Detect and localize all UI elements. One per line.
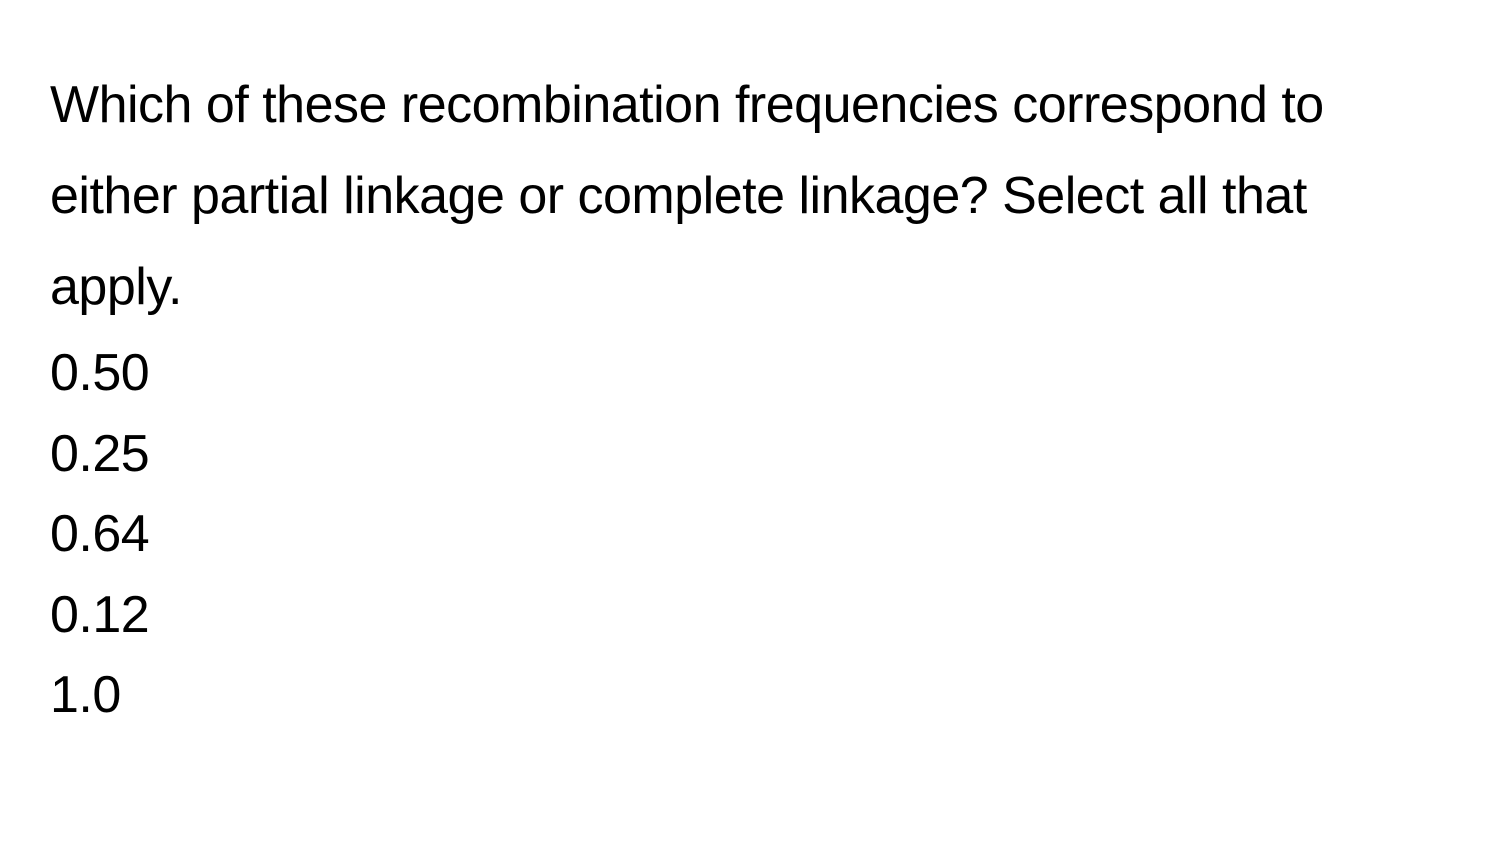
question-prompt: Which of these recombination frequencies…: [50, 60, 1450, 333]
option-item[interactable]: 0.25: [50, 414, 1450, 495]
question-container: Which of these recombination frequencies…: [0, 0, 1500, 864]
option-item[interactable]: 0.12: [50, 575, 1450, 656]
option-item[interactable]: 0.64: [50, 494, 1450, 575]
option-item[interactable]: 0.50: [50, 333, 1450, 414]
option-item[interactable]: 1.0: [50, 655, 1450, 736]
options-list: 0.50 0.25 0.64 0.12 1.0: [50, 333, 1450, 736]
